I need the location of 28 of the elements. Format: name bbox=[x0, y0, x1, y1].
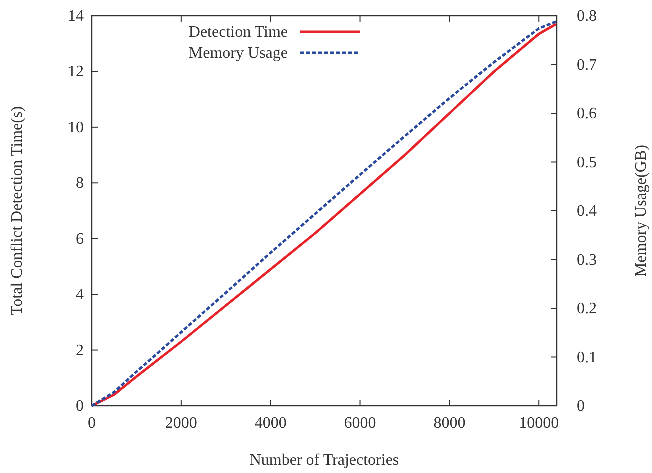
x-tick-label: 8000 bbox=[434, 415, 466, 432]
x-tick-label: 10000 bbox=[519, 415, 560, 432]
y-tick-label: 6 bbox=[76, 230, 84, 248]
x-tick-label: 0 bbox=[88, 415, 96, 432]
y2-tick-label: 0.2 bbox=[577, 300, 597, 318]
y2-tick-label: 0.1 bbox=[577, 349, 597, 366]
y2-axis-title: Memory Usage(GB) bbox=[633, 145, 650, 277]
x-tick-label: 2000 bbox=[165, 415, 198, 432]
x-tick-label: 6000 bbox=[344, 415, 376, 432]
y2-tick-label: 0.3 bbox=[577, 252, 597, 269]
y-tick-label: 14 bbox=[68, 8, 84, 25]
y2-tick-label: 0.7 bbox=[577, 56, 597, 74]
y-tick-label: 12 bbox=[68, 64, 84, 81]
x-tick-label: 4000 bbox=[254, 415, 287, 432]
y-axis-title: Total Conflict Detection Time(s) bbox=[9, 106, 26, 316]
y-tick-label: 2 bbox=[76, 342, 84, 360]
y-tick-label: 4 bbox=[76, 286, 84, 304]
y2-tick-label: 0.4 bbox=[577, 203, 597, 220]
y-tick-label: 10 bbox=[68, 119, 84, 136]
y-tick-label: 0 bbox=[76, 398, 84, 415]
y2-tick-label: 0.8 bbox=[577, 8, 597, 25]
y-tick-label: 8 bbox=[76, 175, 84, 192]
y2-tick-label: 0.6 bbox=[577, 106, 597, 122]
y2-tick-label: 0.5 bbox=[577, 154, 597, 172]
x-axis-title: Number of Trajectories bbox=[250, 452, 400, 469]
legend-label: Memory Usage bbox=[188, 45, 288, 62]
legend-label: Detection Time bbox=[188, 24, 288, 41]
y2-tick-label: 0 bbox=[577, 398, 585, 415]
